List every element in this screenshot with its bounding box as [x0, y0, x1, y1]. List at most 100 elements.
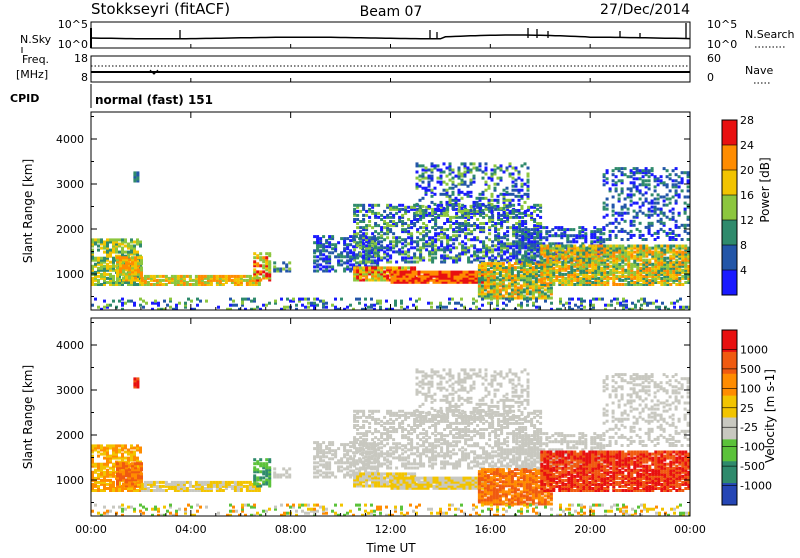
power-cell	[473, 250, 476, 253]
power-cell	[377, 212, 380, 215]
power-cell	[482, 209, 485, 212]
power-cell	[265, 252, 268, 255]
power-cell	[133, 245, 136, 248]
power-cell	[134, 277, 137, 280]
power-cell	[374, 266, 377, 269]
power-cell	[618, 179, 621, 182]
power-cell	[520, 274, 523, 277]
power-cell	[552, 267, 555, 270]
power-cell	[186, 275, 189, 278]
power-cell	[657, 220, 660, 223]
power-cell	[395, 261, 398, 264]
power-cell	[410, 246, 413, 249]
power-cell	[446, 183, 449, 186]
power-cell	[645, 191, 648, 194]
power-cell	[349, 268, 352, 271]
power-cell	[672, 261, 675, 264]
power-cell	[94, 271, 97, 274]
power-cell	[639, 189, 642, 192]
power-cell	[406, 271, 409, 274]
power-cell	[512, 199, 515, 202]
power-cell	[325, 245, 328, 248]
power-cell	[380, 256, 383, 259]
power-cell	[509, 173, 512, 176]
power-cell	[565, 302, 568, 305]
power-cell	[682, 306, 685, 309]
power-cell	[488, 238, 491, 241]
power-cell	[687, 189, 690, 192]
power-cell	[371, 248, 374, 251]
power-cell	[642, 275, 645, 278]
power-cell	[217, 306, 220, 309]
power-cell	[533, 228, 536, 231]
power-cell	[606, 198, 609, 201]
power-cell	[684, 171, 687, 174]
power-cell	[552, 279, 555, 282]
power-cell	[532, 266, 535, 269]
power-cell	[419, 185, 422, 188]
power-cell	[524, 183, 527, 186]
power-cell	[268, 252, 271, 255]
power-cell	[475, 271, 478, 274]
power-cell	[349, 239, 352, 242]
power-cell	[602, 238, 605, 241]
power-cell	[621, 279, 624, 282]
power-cell	[530, 256, 533, 259]
power-cell	[458, 234, 461, 237]
power-cell	[549, 255, 552, 258]
power-cell	[524, 201, 527, 204]
power-cell	[174, 275, 177, 278]
power-cell	[256, 277, 259, 280]
power-cell	[452, 187, 455, 190]
power-cell	[518, 261, 521, 264]
power-cell	[645, 183, 648, 186]
velocity-cell	[94, 469, 97, 472]
power-cell	[669, 210, 672, 213]
power-cell	[491, 259, 494, 262]
power-cell	[597, 251, 600, 254]
power-cell	[440, 254, 443, 257]
power-cell	[136, 283, 139, 286]
power-cell	[368, 254, 371, 257]
power-cell	[437, 169, 440, 172]
power-cell	[494, 183, 497, 186]
power-cell	[648, 247, 651, 250]
power-cell	[100, 273, 103, 276]
power-cell	[502, 262, 505, 265]
power-cell	[386, 252, 389, 255]
power-cell	[112, 275, 115, 278]
power-cell	[684, 202, 687, 205]
power-cell	[503, 232, 506, 235]
power-cell	[410, 206, 413, 209]
power-cell	[491, 240, 494, 243]
power-cell	[137, 268, 140, 271]
power-cell	[624, 230, 627, 233]
power-cell	[660, 245, 663, 248]
power-cell	[418, 271, 421, 274]
power-cell	[676, 300, 679, 303]
power-cell	[410, 256, 413, 259]
power-cell	[389, 224, 392, 227]
power-cell	[140, 256, 143, 259]
power-cell	[660, 277, 663, 280]
power-cell	[416, 162, 419, 165]
power-cell	[319, 263, 322, 266]
power-cell	[383, 226, 386, 229]
power-cell	[268, 260, 271, 263]
power-cell	[470, 169, 473, 172]
power-cell	[609, 265, 612, 268]
power-cell	[545, 230, 548, 233]
power-cell	[479, 226, 482, 229]
power-cell	[243, 279, 246, 282]
power-cell	[666, 193, 669, 196]
power-cell	[207, 275, 210, 278]
power-cell	[533, 218, 536, 221]
power-cell	[433, 271, 436, 274]
power-cell	[337, 259, 340, 262]
power-cell	[470, 230, 473, 233]
power-cell	[389, 228, 392, 231]
power-cell	[192, 283, 195, 286]
velocity-cell	[112, 481, 115, 484]
power-cell	[343, 247, 346, 250]
power-cell	[488, 207, 491, 210]
